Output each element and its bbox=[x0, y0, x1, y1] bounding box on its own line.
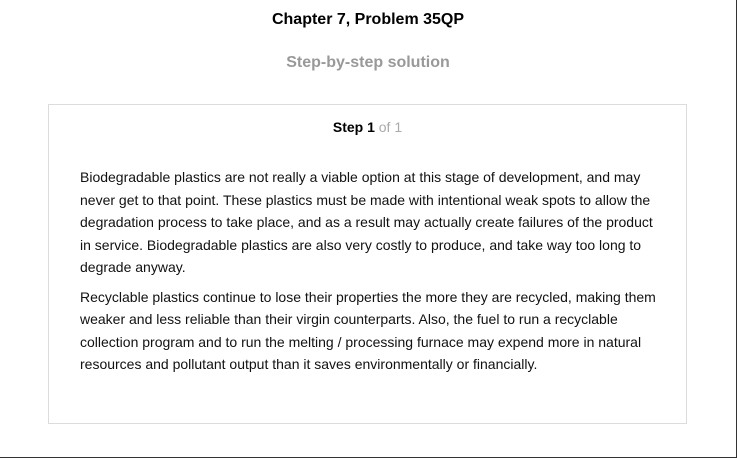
step-body: Biodegradable plastics are not really a … bbox=[80, 166, 665, 383]
step-header: Step 1 of 1 bbox=[49, 119, 686, 135]
step-paragraph: Biodegradable plastics are not really a … bbox=[80, 169, 653, 275]
step-label: Step 1 bbox=[332, 119, 375, 135]
page-subtitle: Step-by-step solution bbox=[286, 54, 450, 71]
step-count: of 1 bbox=[378, 119, 403, 135]
step-card: Step 1 of 1 Biodegradable plastics are n… bbox=[48, 104, 687, 424]
page-title: Chapter 7, Problem 35QP bbox=[271, 11, 465, 28]
step-paragraph: Recyclable plastics continue to lose the… bbox=[80, 288, 656, 373]
